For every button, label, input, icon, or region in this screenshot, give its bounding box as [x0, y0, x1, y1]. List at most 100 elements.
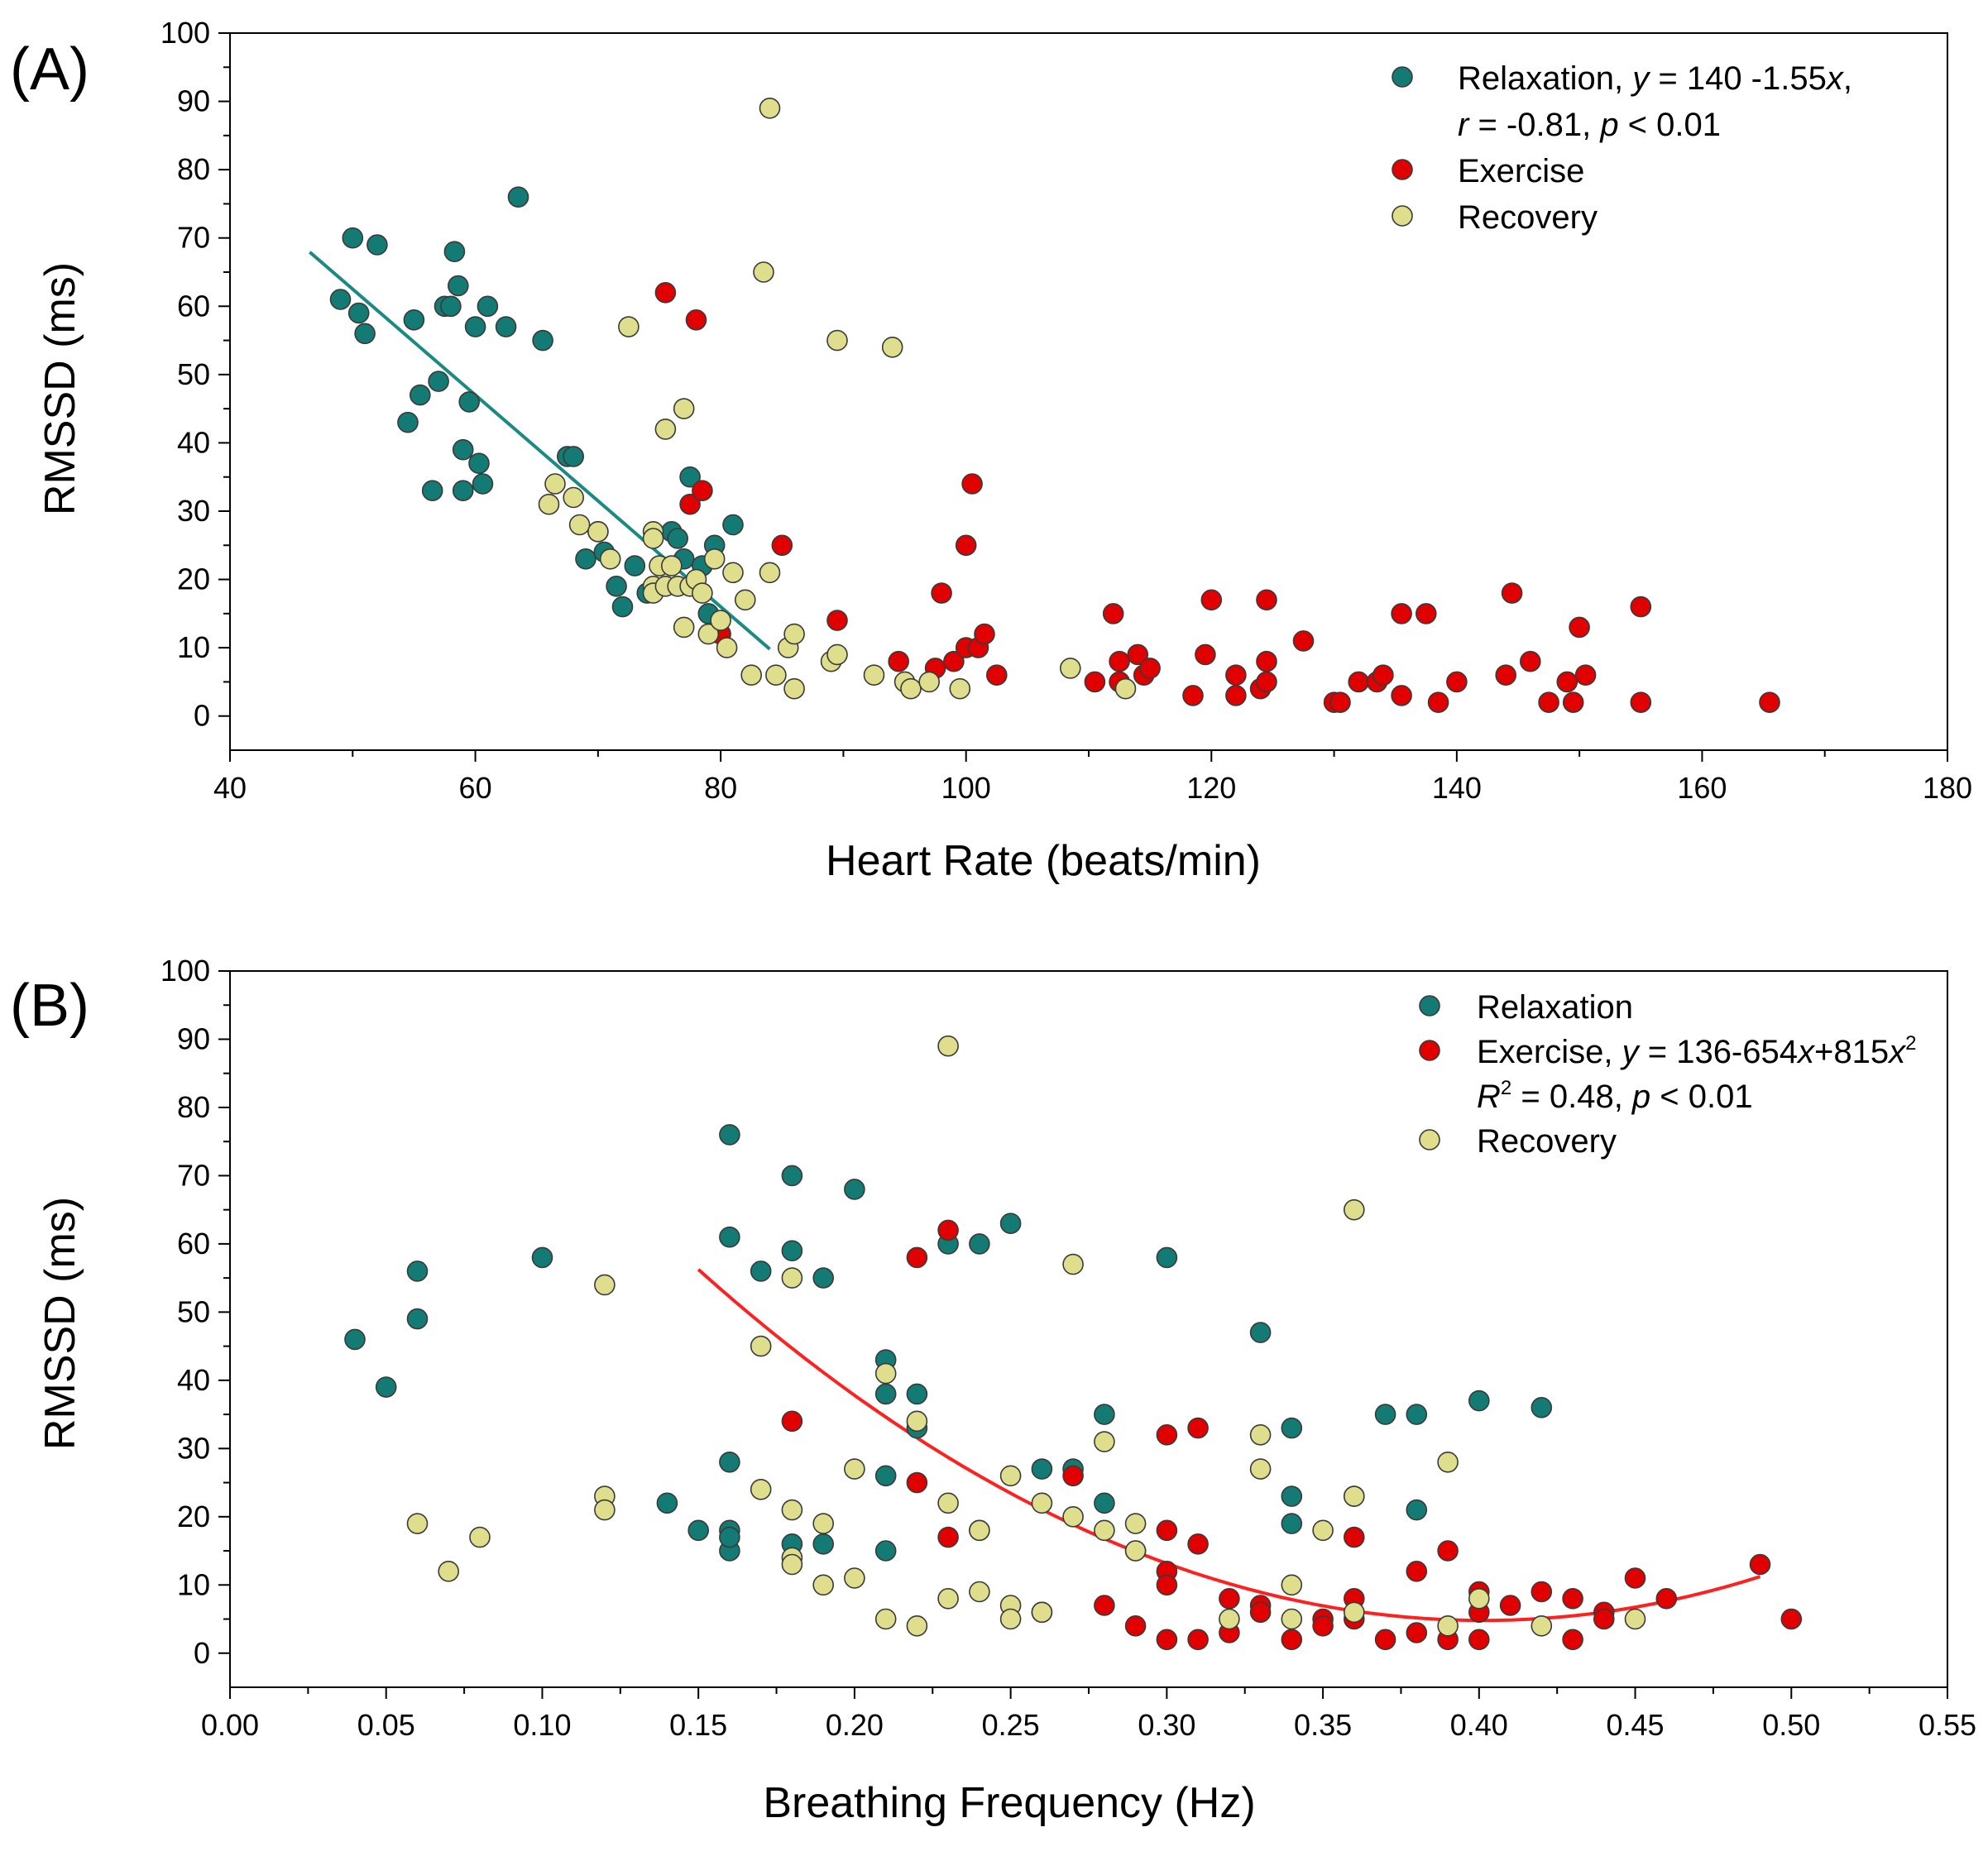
panel-a-relaxation-point — [397, 411, 419, 433]
panel-b-y-tick-label: 30 — [177, 1431, 210, 1465]
panel-a-relaxation-point — [606, 575, 627, 597]
panel-b-label: (B) — [10, 973, 89, 1039]
panel-a-y-tick-label: 80 — [177, 152, 210, 186]
panel-b-fit-line — [697, 1268, 1761, 1623]
panel-b-exercise-point — [1312, 1615, 1334, 1637]
panel-b-relaxation-point — [874, 1465, 897, 1487]
panel-b-recovery-point — [781, 1267, 803, 1289]
panel-a-exercise-point — [1109, 650, 1130, 672]
panel-a-recovery-point — [716, 637, 738, 658]
panel-b-recovery-point — [1249, 1458, 1272, 1480]
panel-b-recovery-point — [969, 1519, 990, 1542]
panel-a-recovery-point — [734, 589, 756, 611]
panel-a-relaxation-point — [722, 514, 744, 536]
panel-b-exercise-point — [1156, 1424, 1178, 1446]
panel-b-x-tick-label: 0.00 — [201, 1708, 259, 1742]
panel-b-relaxation-point — [1094, 1492, 1115, 1514]
panel-a-exercise-point — [1348, 671, 1369, 693]
panel-b-recovery-point — [937, 1035, 959, 1057]
panel-a-exercise-point — [888, 650, 909, 672]
panel-a-exercise-point — [1225, 664, 1247, 686]
panel-b-recovery-point — [1124, 1540, 1147, 1562]
panel-a-recovery-point — [692, 582, 713, 604]
panel-b-exercise-point — [1468, 1629, 1490, 1651]
panel-a-recovery-point — [703, 548, 726, 570]
panel-a-x-tick-label: 80 — [704, 771, 737, 805]
panel-b-relaxation-point — [781, 1240, 803, 1261]
legend-text-run: +815 — [1814, 1034, 1889, 1070]
panel-b-exercise-point — [1156, 1574, 1178, 1596]
panel-a-relaxation-point — [679, 466, 701, 488]
panel-b-recovery-point — [812, 1574, 835, 1596]
panel-b-exercise-point — [1187, 1533, 1209, 1555]
panel-a-exercise-point — [943, 650, 965, 672]
legend-text-run: Recovery — [1458, 199, 1598, 236]
panel-a-exercise-point — [685, 309, 707, 331]
panel-a-exercise-point — [1391, 603, 1412, 624]
panel-a-x-tick-label: 60 — [459, 771, 492, 805]
panel-a-exercise-point — [826, 610, 848, 631]
panel-b-exercise-point — [1562, 1629, 1583, 1651]
panel-a-y-tick-label: 60 — [177, 289, 210, 323]
panel-b-relaxation-point — [812, 1533, 835, 1555]
panel-b-recovery-point — [874, 1362, 897, 1385]
panel-b-fit — [697, 1268, 1761, 1623]
panel-b-recovery-point — [750, 1335, 772, 1357]
panel-b-recovery-point — [1094, 1519, 1115, 1542]
panel-b-recovery-point — [1094, 1431, 1115, 1452]
panel-a-relaxation-point — [366, 234, 388, 256]
panel-a-exercise-point — [1446, 671, 1468, 693]
panel-b-recovery-point — [1249, 1424, 1272, 1446]
panel-a-exercise-point — [955, 534, 977, 557]
panel-b-relaxation-point — [906, 1383, 928, 1405]
panel-a-exercise-point — [986, 664, 1008, 686]
panel-a-exercise-point — [931, 582, 952, 604]
panel-b-relaxation-point — [719, 1226, 740, 1248]
panel-b-relaxation-point — [375, 1376, 397, 1398]
panel-b-exercise-point — [1437, 1540, 1459, 1562]
legend-text-run: = 0.48, — [1511, 1079, 1632, 1115]
panel-b-y-tick-label: 80 — [177, 1090, 210, 1124]
legend-text-run: Relaxation — [1477, 989, 1633, 1026]
panel-b-recovery-point — [1437, 1452, 1459, 1473]
panel-a-recovery-point — [1114, 677, 1137, 700]
panel-b-relaxation-point — [719, 1124, 740, 1146]
panel-b-x-tick-label: 0.35 — [1294, 1708, 1352, 1742]
panel-a-y-tick-label: 30 — [177, 494, 210, 528]
panel-b-exercise-point — [1249, 1601, 1272, 1624]
panel-a-exercise-point — [692, 480, 713, 502]
panel-b-recovery-point — [999, 1608, 1022, 1630]
panel-b-x-tick-label: 0.40 — [1450, 1708, 1508, 1742]
panel-b-recovery-point — [1624, 1608, 1646, 1630]
panel-a-recovery-point — [765, 664, 787, 686]
panel-a-y-tick-label: 70 — [177, 221, 210, 255]
panel-b-exercise-point — [1749, 1553, 1771, 1576]
panel-b-x-tick-label: 0.10 — [513, 1708, 571, 1742]
panel-b-legend-marker-recovery — [1419, 1129, 1440, 1150]
panel-a-exercise-point — [1256, 589, 1277, 611]
panel-a-relaxation-point — [443, 241, 466, 263]
panel-b-exercise-point — [1344, 1526, 1365, 1548]
panel-b-relaxation-point — [1156, 1246, 1178, 1269]
legend-text-run: p — [1599, 107, 1618, 143]
panel-b-relaxation-point — [1281, 1417, 1303, 1439]
panel-b-recovery-point — [874, 1608, 897, 1630]
panel-b-recovery-point — [937, 1492, 959, 1514]
panel-a-recovery-point — [544, 473, 566, 495]
panel-b-recovery-point — [469, 1526, 491, 1548]
legend-text-run: = -0.81, — [1468, 107, 1600, 143]
panel-a-exercise-point — [771, 534, 793, 557]
panel-a-relaxation-point — [421, 480, 443, 502]
legend-text-run: < 0.01 — [1650, 1079, 1752, 1115]
panel-a-exercise-point — [1501, 582, 1523, 604]
panel-a-exercise-point — [1630, 596, 1652, 618]
panel-a-recovery-point — [673, 616, 695, 639]
panel-a-relaxation-point — [667, 528, 689, 549]
panel-b-relaxation-point — [406, 1308, 429, 1330]
panel-b-x-tick-label: 0.15 — [669, 1708, 727, 1742]
legend-text-run: Recovery — [1477, 1123, 1617, 1160]
panel-b-relaxation-point — [656, 1492, 678, 1514]
panel-a-relaxation-point — [347, 302, 370, 324]
panel-b-y-tick-label: 10 — [177, 1567, 210, 1601]
